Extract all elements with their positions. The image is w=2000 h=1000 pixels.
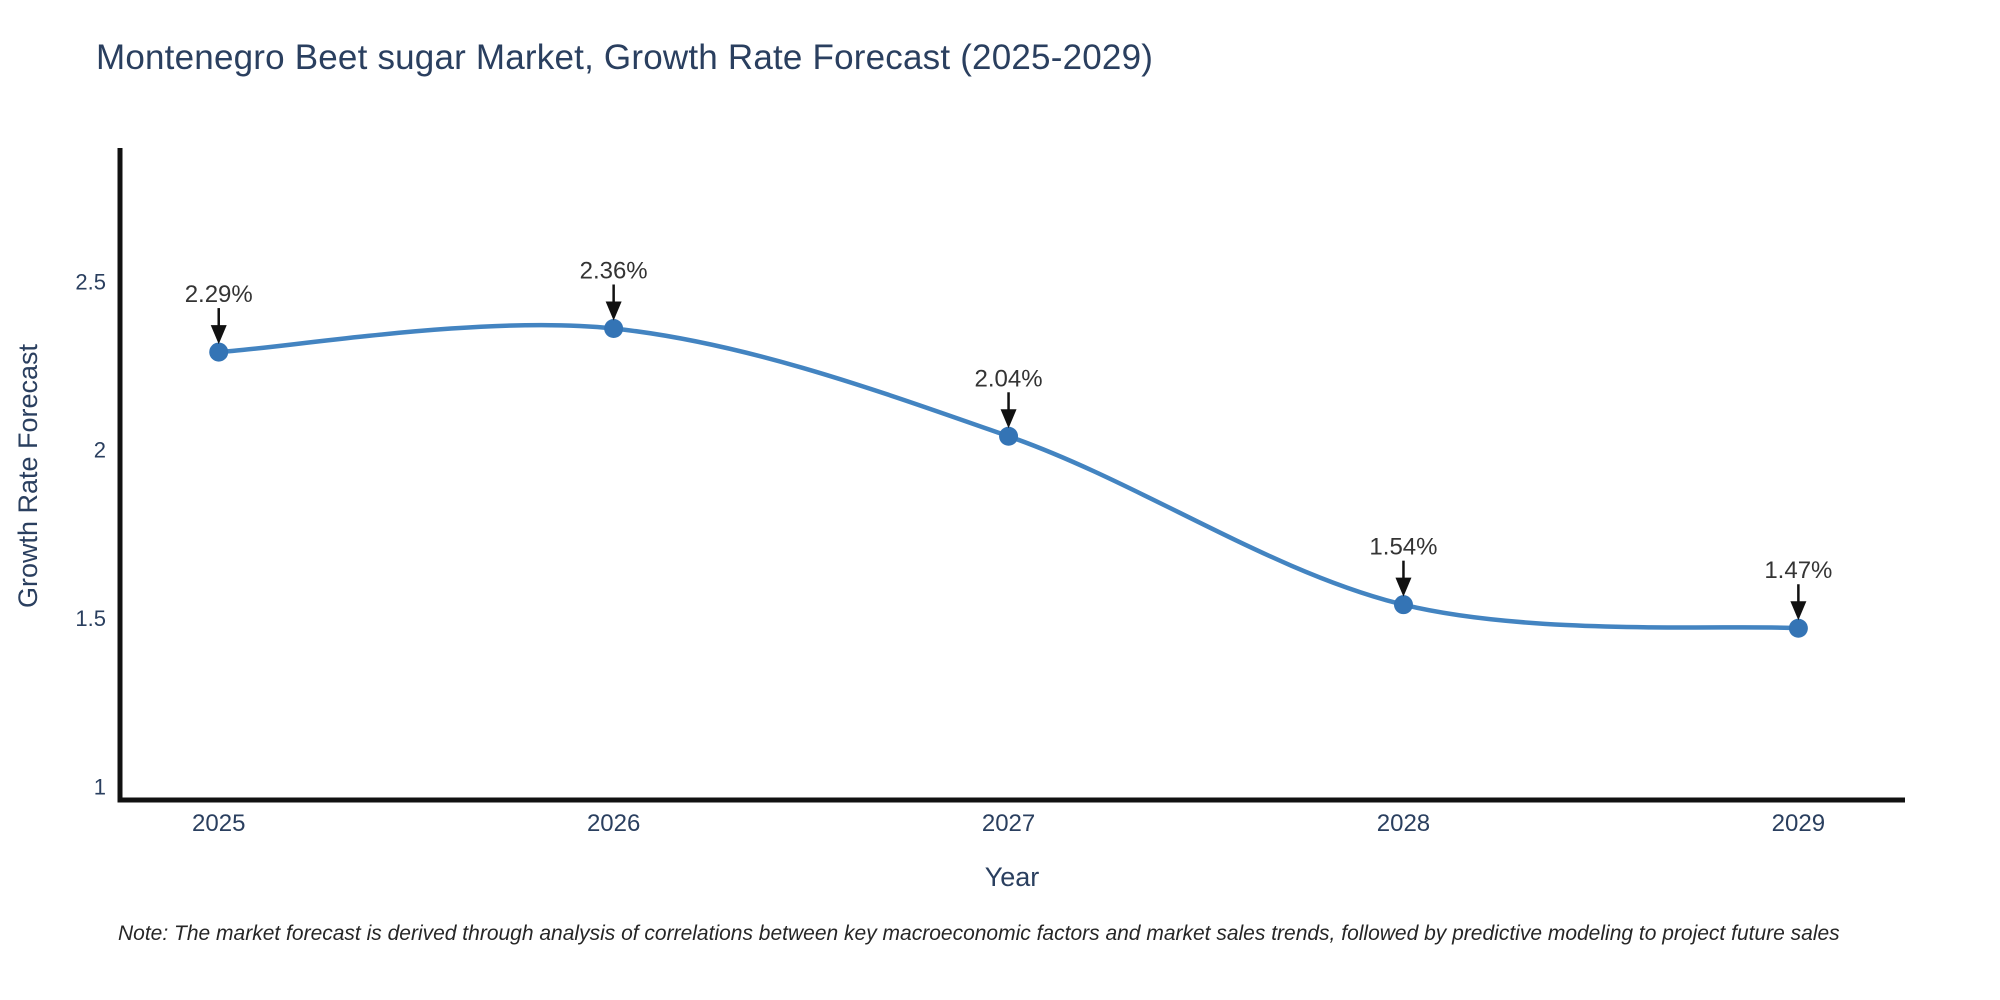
x-tick-label: 2027 [982, 810, 1035, 837]
point-value-label: 1.47% [1764, 557, 1832, 584]
point-value-label: 2.36% [580, 257, 648, 284]
annotation-arrow-head [1000, 409, 1017, 429]
y-tick-label: 2.5 [75, 269, 106, 294]
y-tick-label: 1 [94, 775, 106, 800]
x-axis-title: Year [984, 862, 1040, 892]
annotation-arrow-head [1790, 601, 1807, 621]
x-tick-label: 2029 [1772, 810, 1825, 837]
x-tick-label: 2026 [587, 810, 640, 837]
data-point-marker [209, 342, 229, 362]
data-point-marker [604, 318, 624, 338]
point-value-label: 2.29% [185, 281, 253, 308]
data-point-marker [1393, 595, 1413, 615]
y-tick-label: 2 [94, 438, 106, 463]
annotation-arrow-head [210, 325, 227, 345]
chart-title: Montenegro Beet sugar Market, Growth Rat… [96, 38, 1154, 77]
point-value-label: 1.54% [1369, 534, 1437, 561]
data-point-marker [1788, 618, 1808, 638]
annotation-arrow-head [605, 301, 622, 321]
annotation-arrow-head [1395, 577, 1412, 597]
x-tick-label: 2028 [1377, 810, 1430, 837]
y-axis-title: Growth Rate Forecast [13, 343, 43, 609]
y-tick-label: 1.5 [75, 606, 106, 631]
x-tick-label: 2025 [192, 810, 245, 837]
data-point-marker [999, 426, 1019, 446]
footnote: Note: The market forecast is derived thr… [118, 922, 1840, 945]
point-value-label: 2.04% [975, 365, 1043, 392]
